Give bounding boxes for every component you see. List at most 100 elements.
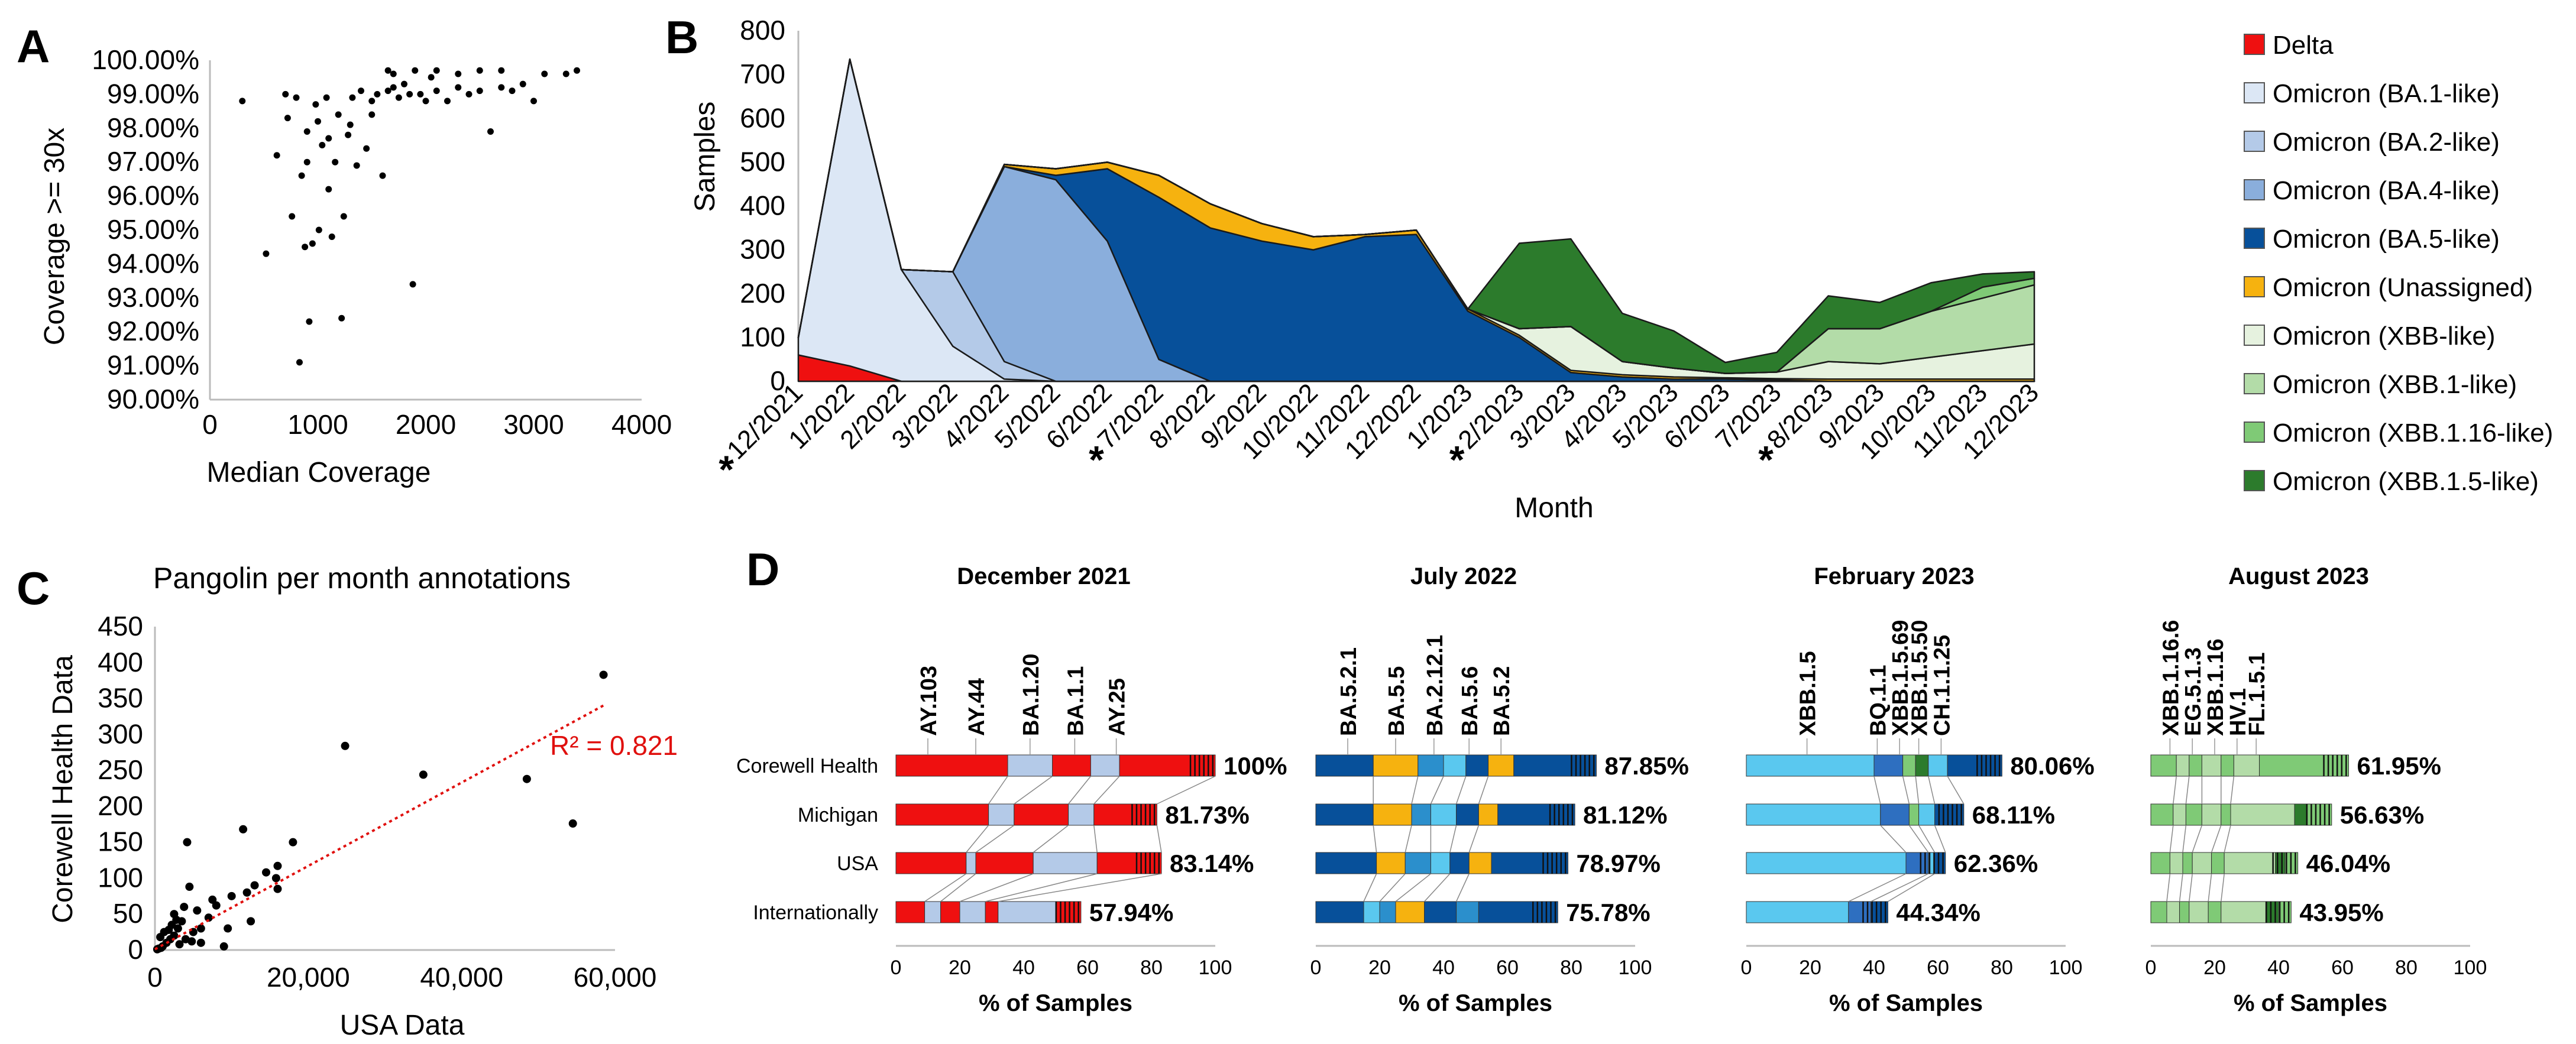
panel-d-bar-tick-stripe (1947, 804, 1949, 825)
panel-d-bar-segment (2173, 803, 2186, 826)
panel-d-bar-tick-stripe (1140, 804, 1142, 825)
panel-b-y-tick: 500 (740, 146, 785, 177)
panel-d-bar-segment (2201, 803, 2222, 826)
panel-a-point (412, 67, 419, 74)
panel-d-x-tick: 20 (1799, 957, 1821, 979)
panel-a-point (306, 318, 313, 325)
panel-a-point (465, 90, 473, 98)
panel-d-bar-segment (1068, 803, 1095, 826)
panel-d-x-tick: 20 (1368, 957, 1391, 979)
panel-d-connector (1404, 825, 1412, 853)
panel-d-bar-segment (1014, 803, 1069, 826)
panel-d-bar-tick-stripe (2283, 902, 2285, 923)
panel-d-total-label: 62.36% (1954, 850, 2038, 877)
panel-b-star-marker: * (1449, 438, 1465, 482)
panel-c-point (196, 938, 205, 947)
panel-d-total-label: 43.95% (2299, 899, 2383, 926)
panel-c-x-tick: 60,000 (574, 962, 657, 993)
panel-d-connector (966, 825, 989, 853)
panel-c-point (242, 888, 251, 897)
panel-d-bar-tick-stripe (1862, 902, 1864, 923)
panel-c-point (196, 924, 205, 933)
panel-d-bar-segment (1746, 901, 1849, 923)
panel-a-point (349, 94, 356, 101)
panel-d-bar-tick-stripe (1555, 852, 1558, 874)
panel-d-bar-tick-stripe (2328, 804, 2330, 825)
panel-a-point (323, 94, 330, 101)
panel-a-point (390, 84, 397, 91)
panel-c-xlabel: USA Data (340, 1010, 465, 1041)
panel-d-bar-segment (895, 754, 1008, 777)
panel-a-point (284, 115, 291, 122)
panel-d-total-label: 44.34% (1896, 899, 1980, 926)
panel-c-point (156, 933, 165, 942)
panel-a-point (338, 315, 345, 322)
panel-d-x-tick: 20 (2203, 957, 2226, 979)
panel-d-bar-segment (1315, 803, 1374, 826)
panel-d-x-tick: 40 (1012, 957, 1035, 979)
panel-b-y-tick: 400 (740, 190, 785, 221)
panel-d-connector (1934, 825, 1946, 853)
panel-d-bar-segment (2150, 754, 2177, 777)
panel-d-connector (1947, 776, 1965, 805)
panel-d-total-label: 68.11% (1972, 801, 2055, 829)
panel-a-point (487, 128, 494, 135)
panel-a-point (325, 186, 332, 193)
panel-b-legend-label: Omicron (XBB.1.16-like) (2273, 419, 2553, 448)
panel-b-legend-swatch-ba1 (2244, 82, 2265, 103)
panel-d-connector (1873, 776, 1881, 805)
panel-d-bar-tick-stripe (1153, 852, 1156, 874)
panel-a-point (444, 98, 451, 105)
panel-d-bar-tick-stripe (1942, 852, 1944, 874)
panel-d-bar-tick-stripe (2295, 852, 2296, 874)
panel-d-x-tick: 60 (1496, 957, 1519, 979)
panel-a-point (315, 118, 321, 125)
panel-d-bar-tick-stripe (1198, 755, 1200, 776)
panel-b-y-tick: 0 (770, 365, 785, 396)
panel-d-lineage-label: BA.5.5 (1384, 666, 1409, 736)
panel-d-bar-tick-stripe (1871, 902, 1873, 923)
panel-d-bar-tick-stripe (2279, 902, 2281, 923)
panel-c-point (273, 884, 282, 893)
panel-d-bar-tick-stripe (1194, 755, 1196, 776)
panel-d-bar-tick-stripe (1960, 804, 1962, 825)
panel-d-bar-segment (2265, 901, 2279, 923)
panel-d-bar-tick-stripe (1938, 804, 1940, 825)
panel-b-y-tick: 700 (740, 59, 785, 89)
panel-a-point (368, 98, 376, 105)
panel-d-bar-tick-stripe (1565, 852, 1567, 874)
panel-d-bar-tick-stripe (1558, 804, 1560, 825)
panel-d-bar-segment (1430, 803, 1457, 826)
panel-d-group-title: February 2023 (1814, 563, 1974, 589)
panel-b-ylabel: Samples (690, 102, 721, 212)
panel-d-x-tick: 40 (1432, 957, 1455, 979)
panel-d-bar-segment (988, 803, 1015, 826)
panel-b-legend-label: Omicron (BA.1-like) (2273, 79, 2500, 108)
panel-a-point (296, 359, 303, 366)
panel-c-y-tick: 350 (98, 683, 143, 714)
panel-d-bar-segment (2189, 901, 2209, 923)
panel-d-x-tick: 0 (2145, 957, 2157, 979)
panel-d-bar-tick-stripe (1989, 755, 1992, 776)
panel-a-point (509, 87, 516, 95)
panel-d-bar-segment (1052, 754, 1091, 777)
panel-label-c: C (17, 562, 50, 614)
panel-d-bar-tick-stripe (1976, 755, 1978, 776)
panel-a-point (363, 145, 370, 152)
panel-d-bar-tick-stripe (2336, 755, 2338, 776)
panel-d-total-label: 87.85% (1604, 752, 1688, 780)
panel-c-point (568, 819, 577, 828)
panel-d-bars: Corewell Health Michigan USA Internationall… (736, 563, 2487, 1016)
panel-d-x-tick: 60 (2331, 957, 2354, 979)
panel-d-bar-segment (1873, 754, 1904, 777)
panel-d-bar-segment (1093, 803, 1157, 826)
panel-a-point (476, 87, 483, 95)
panel-d-bar-segment (1488, 754, 1514, 777)
panel-d-bar-tick-stripe (1554, 804, 1555, 825)
panel-d-bar-tick-stripe (2319, 804, 2321, 825)
panel-d-bar-segment (1373, 803, 1412, 826)
panel-b-legend-label: Omicron (Unassigned) (2273, 273, 2533, 302)
panel-d-bar-segment (895, 901, 925, 923)
panel-c-point (599, 670, 608, 679)
panel-d-connector (2230, 776, 2235, 805)
